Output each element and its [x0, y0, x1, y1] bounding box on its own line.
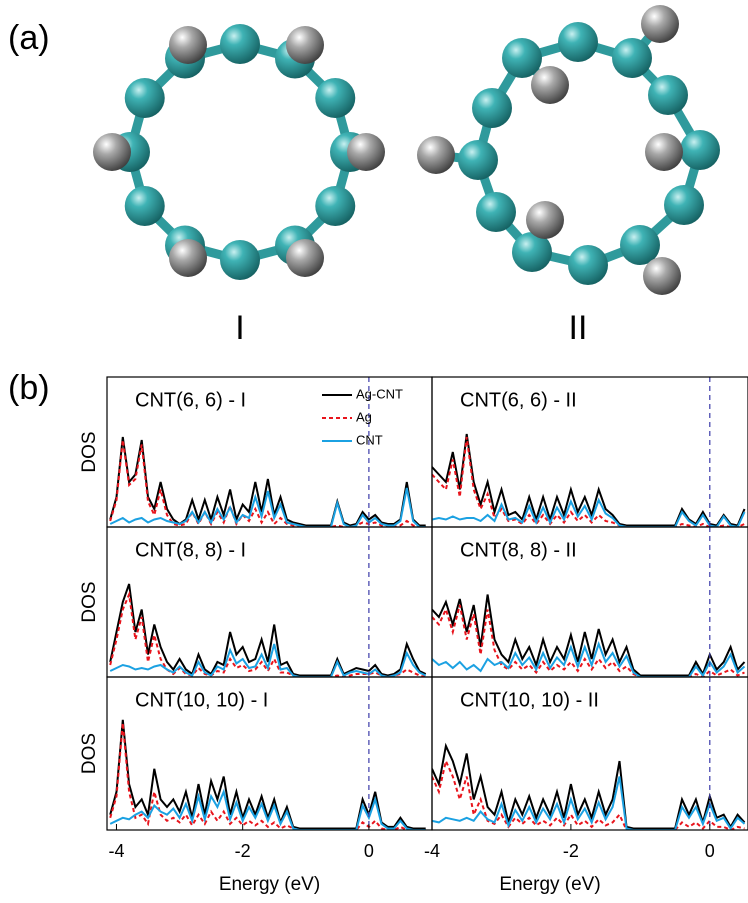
legend-label: Ag [356, 409, 372, 424]
silver-atom [645, 133, 683, 171]
carbon-atom [502, 38, 542, 78]
dos-line [110, 584, 426, 676]
panel-title: CNT(6, 6) - II [460, 389, 577, 411]
silver-atom [169, 26, 207, 64]
carbon-atom [220, 240, 260, 280]
plot-area [432, 434, 745, 527]
y-axis-label: DOS [79, 733, 100, 774]
legend-label: Ag-CNT [356, 386, 403, 401]
silver-atom [286, 239, 324, 277]
carbon-atom [472, 88, 512, 128]
silver-atom [531, 66, 569, 104]
x-tick-label: -2 [563, 841, 579, 861]
panel-title: CNT(10, 10) - II [460, 689, 599, 711]
silver-atom [347, 133, 385, 171]
structure-label: I [235, 309, 244, 347]
carbon-atom [220, 24, 260, 64]
carbon-atom [612, 38, 652, 78]
panel-title: CNT(8, 8) - II [460, 539, 577, 561]
panel-title: CNT(8, 8) - I [135, 539, 246, 561]
y-axis-label: DOS [79, 431, 100, 472]
x-tick-label: -4 [424, 841, 440, 861]
carbon-atom [680, 130, 720, 170]
carbon-atom [476, 192, 516, 232]
x-axis-label: Energy (eV) [219, 874, 320, 895]
figure: (a) I II (b) CNT(6, 6) - I DOS Ag-CNT Ag CNT… [0, 0, 748, 903]
plot-area [110, 720, 426, 830]
carbon-atom [558, 22, 598, 62]
plot-area [432, 595, 745, 678]
carbon-atom [125, 186, 165, 226]
dos-line [432, 761, 745, 830]
panel-label: (b) [8, 369, 50, 407]
silver-atom [643, 257, 681, 295]
carbon-atom [664, 185, 704, 225]
x-tick-label: -2 [235, 841, 251, 861]
plot-area [432, 746, 745, 830]
carbon-atom [568, 245, 608, 285]
legend-label: CNT [356, 432, 383, 447]
x-tick-label: 0 [705, 841, 715, 861]
silver-atom [93, 133, 131, 171]
x-tick-label: -4 [108, 841, 124, 861]
silver-atom [417, 136, 455, 174]
carbon-atom [315, 186, 355, 226]
panel-title: CNT(10, 10) - I [135, 689, 268, 711]
silver-atom [526, 201, 564, 239]
plot-area [110, 584, 426, 677]
x-tick-label: 0 [364, 841, 374, 861]
silver-atom [641, 5, 679, 43]
plot-area [110, 437, 426, 527]
panel-label: (a) [8, 19, 50, 57]
carbon-atom [458, 140, 498, 180]
panel-title: CNT(6, 6) - I [135, 389, 246, 411]
silver-atom [169, 239, 207, 277]
carbon-atom [125, 78, 165, 118]
molecule-structures [93, 5, 720, 295]
structure-label: II [569, 309, 588, 347]
carbon-atom [315, 78, 355, 118]
carbon-atom [648, 75, 688, 115]
silver-atom [286, 26, 324, 64]
y-axis-label: DOS [79, 581, 100, 622]
x-axis-label: Energy (eV) [499, 874, 600, 895]
